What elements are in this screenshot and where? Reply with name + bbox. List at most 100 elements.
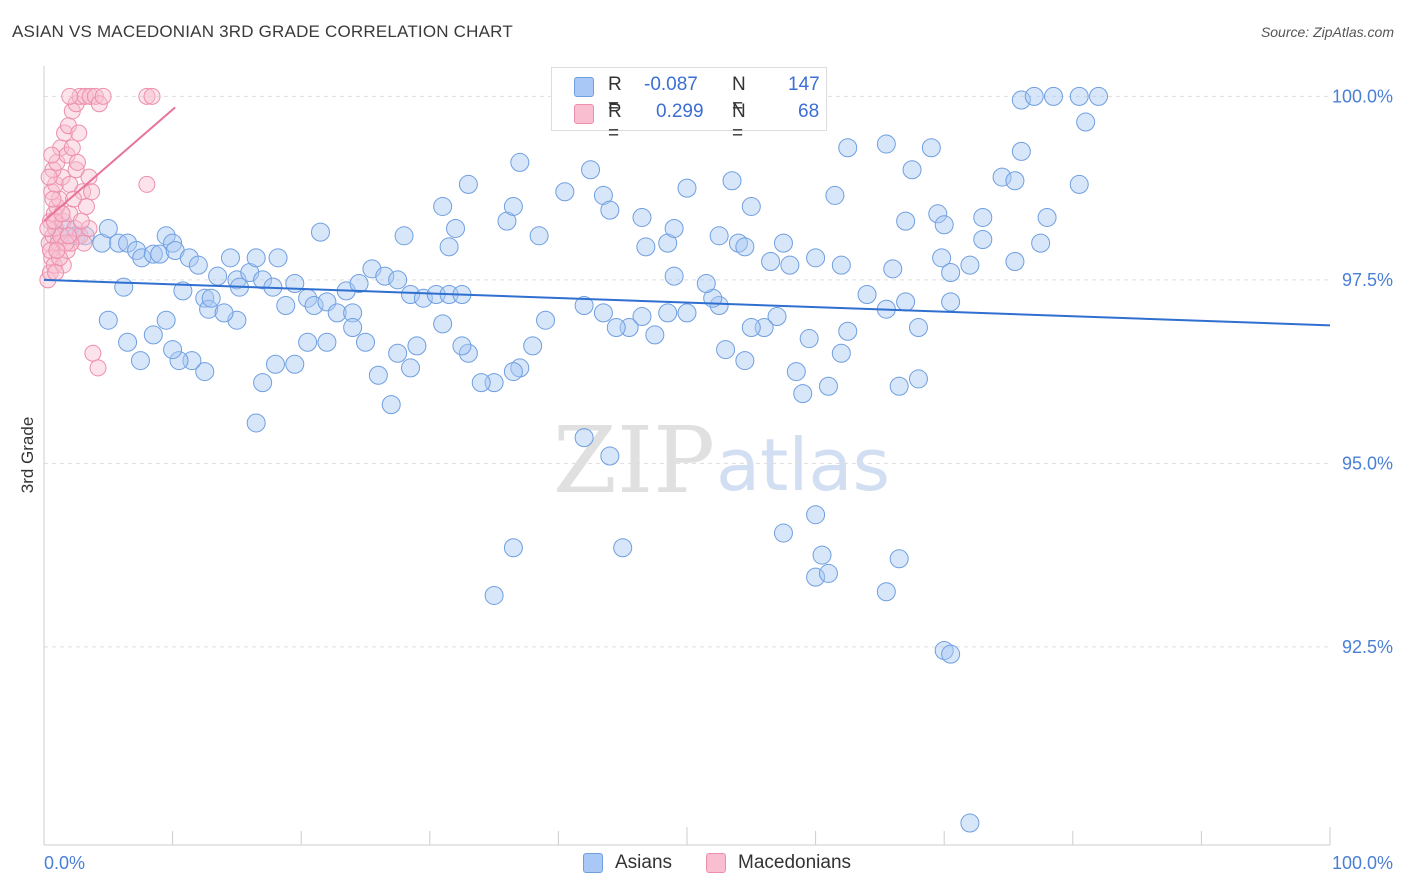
asian-point (1005, 251, 1025, 271)
asian-point (132, 248, 152, 268)
macedonian-point (143, 87, 161, 105)
asian-point (195, 362, 215, 382)
asian-point (896, 292, 916, 312)
asian-point (831, 343, 851, 363)
asian-point (1011, 141, 1031, 161)
asian-point (696, 274, 716, 294)
asian-point (793, 384, 813, 404)
macedonian-point (138, 87, 156, 105)
asian-point (1044, 86, 1064, 106)
asian-point (114, 277, 134, 297)
legend-n-label: N = (732, 74, 746, 117)
asian-point (606, 318, 626, 338)
asian-point (818, 563, 838, 583)
asian-point (349, 274, 369, 294)
asian-point (407, 336, 427, 356)
asian-point (876, 582, 896, 602)
chart-title: ASIAN VS MACEDONIAN 3RD GRADE CORRELATIO… (12, 22, 513, 41)
asian-point (773, 233, 793, 253)
asian-point (932, 248, 952, 268)
asian-point (208, 266, 228, 286)
asian-point (381, 395, 401, 415)
asian-point (458, 343, 478, 363)
asian-point (921, 138, 941, 158)
legend-r-label: R = (608, 101, 622, 144)
asian-point (883, 259, 903, 279)
macedonian-point (71, 87, 89, 105)
macedonian-point (47, 175, 65, 193)
legend-n-value-asians: 147 (788, 74, 820, 95)
asian-point (1037, 207, 1057, 227)
asian-point (471, 373, 491, 393)
asian-point (1031, 233, 1051, 253)
asian-point (941, 644, 961, 664)
asian-point (889, 549, 909, 569)
asian-point (310, 222, 330, 242)
asian-point (201, 288, 221, 308)
macedonian-point (68, 153, 86, 171)
watermark: ZIP atlas (553, 407, 890, 514)
asian-point (394, 226, 414, 246)
asian-point (510, 358, 530, 378)
asian-point (503, 196, 523, 216)
asian-point (761, 251, 781, 271)
asian-point (896, 211, 916, 231)
asian-point (317, 332, 337, 352)
macedonian-point (94, 87, 112, 105)
asian-point (98, 310, 118, 330)
asian-point (722, 171, 742, 191)
asian-point (439, 237, 459, 257)
asian-point (253, 270, 273, 290)
macedonian-point (39, 219, 57, 237)
legend-r-value-asians: -0.087 (644, 74, 698, 95)
asian-point (806, 567, 826, 587)
asian-point (433, 314, 453, 334)
macedonian-point (76, 87, 94, 105)
macedonian-point (80, 168, 98, 186)
trend-line-asians (43, 278, 1331, 327)
asian-point (285, 354, 305, 374)
asian-point (889, 376, 909, 396)
asian-point (276, 296, 296, 316)
macedonian-point (89, 359, 107, 377)
asian-point (973, 207, 993, 227)
asian-point (876, 134, 896, 154)
legend-box: R = -0.087 N = 147 R = 0.299 N = 68 (551, 67, 827, 144)
asian-point (574, 296, 594, 316)
watermark-zip: ZIP (553, 407, 715, 514)
asian-point (908, 369, 928, 389)
asian-point (163, 340, 183, 360)
asian-point (356, 332, 375, 352)
macedonian-point (72, 212, 90, 230)
asian-point (1024, 86, 1044, 106)
asian-point (806, 505, 826, 525)
asian-point (1011, 90, 1031, 110)
macedonian-point (43, 146, 61, 164)
macedonian-point (40, 168, 58, 186)
macedonian-point (67, 161, 85, 179)
asian-point (484, 585, 504, 605)
legend-swatch-asians (574, 77, 594, 97)
x-tick-label: 0.0% (44, 853, 85, 873)
asian-point (941, 292, 961, 312)
asian-point (375, 266, 395, 286)
macedonian-point (81, 87, 99, 105)
macedonian-point (63, 139, 81, 157)
asian-point (343, 303, 363, 323)
asian-point (388, 270, 408, 290)
asian-point (253, 373, 273, 393)
macedonian-point (83, 183, 101, 201)
asian-point (799, 329, 819, 349)
asian-point (523, 336, 543, 356)
asian-point (446, 218, 466, 238)
asian-point (735, 237, 755, 257)
asian-point (156, 226, 176, 246)
asian-point (928, 204, 948, 224)
asian-point (741, 318, 761, 338)
y-tick-label: 97.5% (1342, 270, 1393, 290)
asian-point (658, 303, 678, 323)
asian-point (812, 545, 832, 565)
macedonian-point (41, 241, 59, 259)
asian-point (143, 325, 163, 345)
